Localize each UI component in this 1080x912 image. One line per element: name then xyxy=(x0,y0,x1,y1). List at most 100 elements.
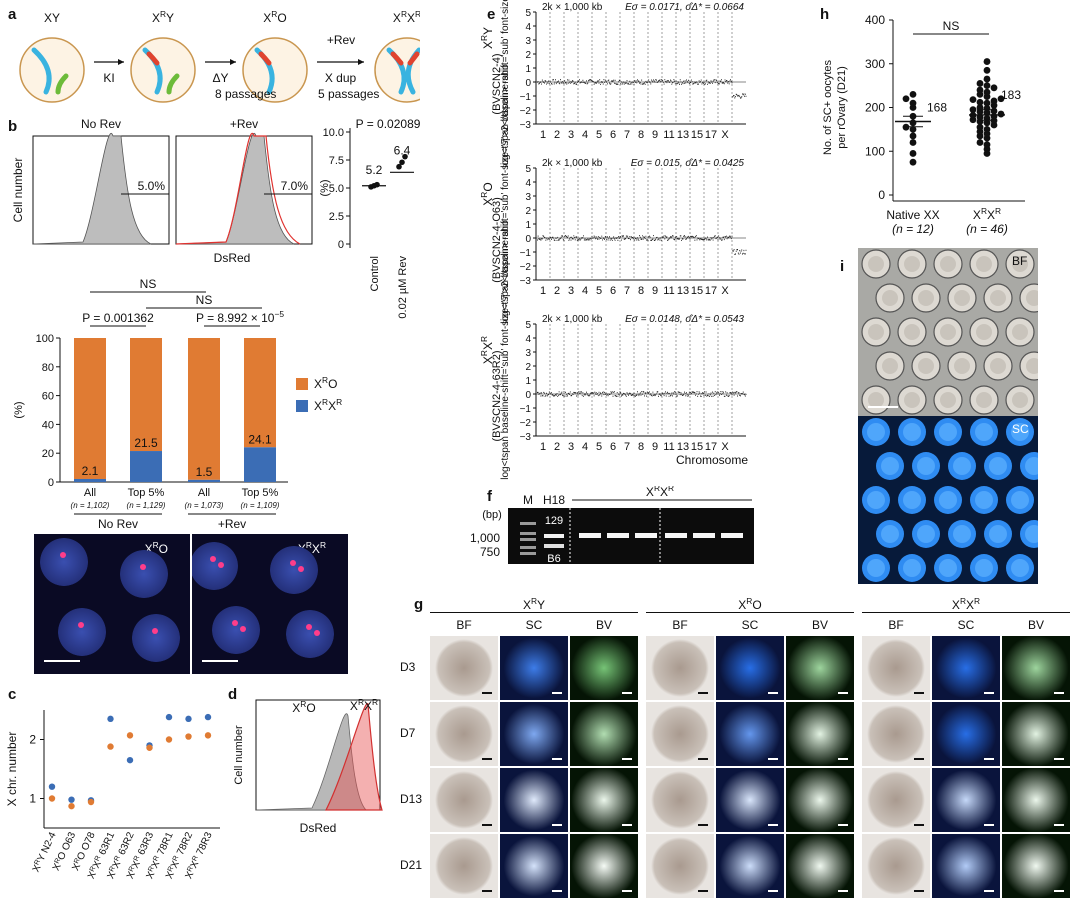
band xyxy=(665,533,687,538)
scale-bar xyxy=(914,692,924,694)
data-point xyxy=(146,744,153,751)
scale-bar xyxy=(1054,824,1064,826)
scale-bar xyxy=(838,824,848,826)
y-tick-label: 4 xyxy=(525,22,531,33)
histogram-fill xyxy=(175,132,295,245)
y-tick-label: −3 xyxy=(520,120,532,131)
y-axis-label: (%) xyxy=(13,401,25,418)
rev-marker xyxy=(258,51,272,66)
panel-b-barchart: 0 20 40 60 80 100 (%) 2.1 All (n = 1,102) 21.5 Top … xyxy=(13,277,342,530)
bar-xro xyxy=(188,338,220,480)
chromosome-tick-label: 6 xyxy=(610,285,616,297)
panel-label-a: a xyxy=(8,6,17,23)
data-point xyxy=(983,125,991,133)
sc-image xyxy=(716,834,784,898)
oocyte-sc-core xyxy=(881,457,899,475)
dsred-spot xyxy=(60,552,66,558)
oocyte-inner xyxy=(940,256,956,272)
row-label: D7 xyxy=(400,726,416,740)
bv-image xyxy=(570,702,638,766)
oocyte-sc-core xyxy=(975,423,993,441)
ladder-band xyxy=(520,532,536,535)
nucleus xyxy=(212,606,260,654)
sample-sublabel: (BVSCN2-4-63R2) xyxy=(491,350,503,441)
data-point xyxy=(976,123,984,131)
y-tick-label: 0 xyxy=(338,239,344,251)
y-tick-label: 7.5 xyxy=(329,155,344,167)
oocyte-sc-core xyxy=(939,559,957,577)
bf-image xyxy=(862,768,930,832)
data-point xyxy=(909,139,917,146)
panel-label-g: g xyxy=(414,596,424,613)
x-axis-label: Chromosome xyxy=(676,453,748,467)
dsred-spot xyxy=(140,564,146,570)
oocyte-inner xyxy=(954,358,970,374)
sample-label: XRXR xyxy=(479,336,495,364)
bf-image xyxy=(646,834,714,898)
chromosome-tick-label: X xyxy=(721,285,729,297)
data-point xyxy=(107,743,114,750)
row-label: D21 xyxy=(400,858,423,872)
scale-label: 2k × 1,000 kb xyxy=(542,158,603,169)
bar-xrxr xyxy=(74,478,106,482)
data-point xyxy=(396,163,402,170)
scale-bar xyxy=(838,692,848,694)
y-axis-label: log<tspan baseline-shift='sub' font-size… xyxy=(500,64,511,324)
x-category-label: XRXR xyxy=(973,206,1001,222)
n-label: (n = 46) xyxy=(966,222,1008,236)
x-axis-label: DsRed xyxy=(300,821,337,835)
oocyte-sc-core xyxy=(867,491,885,509)
oocyte-sc-core xyxy=(989,457,1007,475)
dsred-spot xyxy=(210,556,216,562)
chromosome-tick-label: 15 xyxy=(691,129,703,141)
scale-bar xyxy=(622,692,632,694)
oocyte-sc-core xyxy=(939,491,957,509)
x-category-label: Top 5% xyxy=(128,487,165,499)
y-tick-label: 80 xyxy=(42,362,54,374)
y-tick-label: 400 xyxy=(865,13,885,27)
scale-bar xyxy=(202,660,238,662)
scale-bar xyxy=(622,824,632,826)
micrograph-i-sc-label: SC xyxy=(1012,422,1029,436)
bv-image xyxy=(786,768,854,832)
cell-circle xyxy=(19,37,85,103)
data-point xyxy=(165,736,173,743)
bv-image xyxy=(786,702,854,766)
scale-bar xyxy=(698,824,708,826)
oocyte-inner xyxy=(1012,324,1028,340)
mean-label: 168 xyxy=(927,101,947,115)
group-label: No Rev xyxy=(98,517,138,530)
scale-bar xyxy=(984,758,994,760)
histogram-fill xyxy=(32,132,152,245)
nucleus xyxy=(286,610,334,658)
chromosome-tick-label: 15 xyxy=(691,441,703,453)
mean-label: 183 xyxy=(1001,88,1021,102)
panel-b-dotplot: 0 2.5 5.0 7.5 10.0 (%) P = 0.02089 5.2 Control 6.… xyxy=(320,117,421,319)
chromosome-tick-label: X xyxy=(721,441,729,453)
chromosome-tick-label: 2 xyxy=(554,129,560,141)
x-category-label: All xyxy=(84,487,96,499)
column-label: BF xyxy=(672,618,688,632)
oocyte-sc-core xyxy=(867,559,885,577)
data-point xyxy=(909,99,917,107)
panel-label-b: b xyxy=(8,118,18,135)
y-tick-label: 0 xyxy=(525,390,531,401)
y-axis-label: per rOvary (D21) xyxy=(836,66,848,149)
stat-label: Eσ = 0.015, σ̂Δ* = 0.0425 xyxy=(631,157,745,169)
bf-image xyxy=(646,702,714,766)
data-point xyxy=(983,82,991,90)
bv-image xyxy=(1002,636,1070,700)
oocyte-inner xyxy=(990,290,1006,306)
band xyxy=(693,533,715,538)
panel-d-histogram: XRO XRXR Cell number DsRed xyxy=(233,697,383,835)
data-point xyxy=(185,733,192,740)
column-label: BV xyxy=(1027,618,1044,632)
micrograph-i-sc xyxy=(858,416,1038,584)
oocyte-sc-core xyxy=(881,525,899,543)
y-tick-label: −1 xyxy=(520,404,532,415)
data-point xyxy=(983,75,991,83)
arrow-head xyxy=(358,59,364,65)
y-tick-label: −3 xyxy=(520,276,532,287)
oocyte-sc-core xyxy=(975,491,993,509)
